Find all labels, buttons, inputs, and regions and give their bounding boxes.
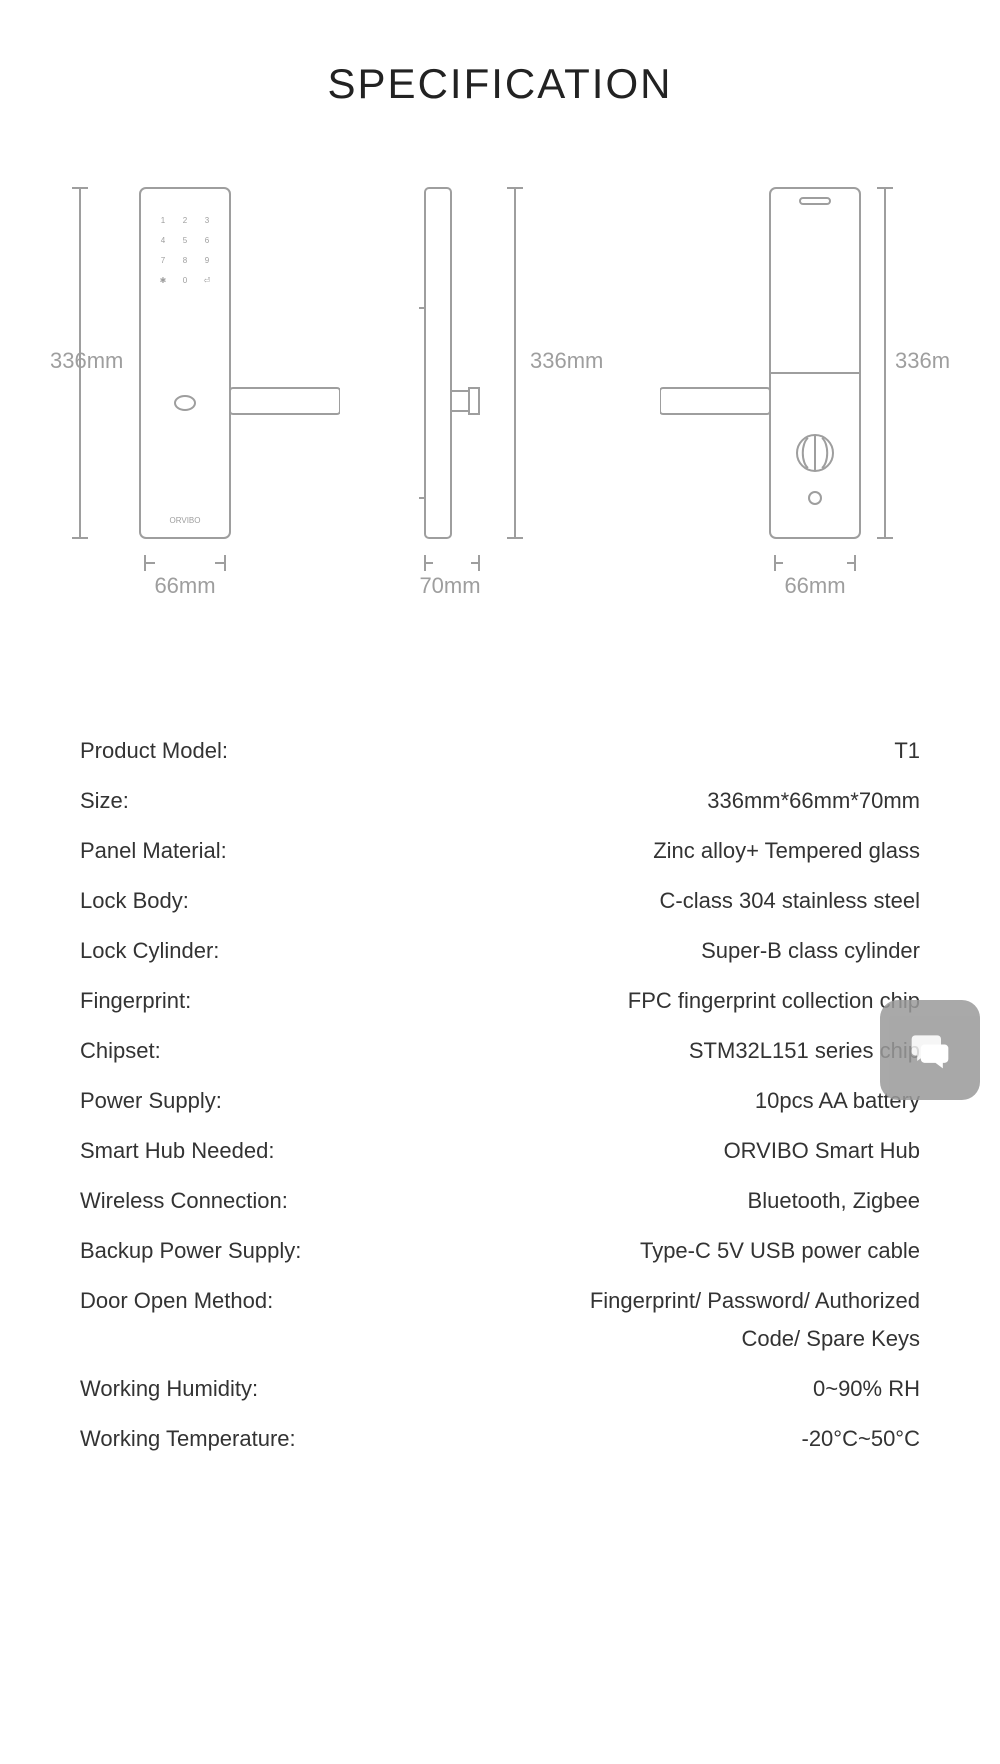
- svg-text:336mm: 336mm: [530, 348, 603, 373]
- spec-row: Working Temperature: -20°C~50°C: [80, 1426, 920, 1452]
- spec-value: -20°C~50°C: [802, 1426, 921, 1452]
- spec-value: C-class 304 stainless steel: [660, 888, 920, 914]
- svg-text:66mm: 66mm: [154, 573, 215, 598]
- spec-row: Wireless Connection: Bluetooth, Zigbee: [80, 1188, 920, 1214]
- svg-text:9: 9: [205, 256, 210, 265]
- svg-text:70mm: 70mm: [419, 573, 480, 598]
- spec-table: Product Model: T1 Size: 336mm*66mm*70mm Pane…: [40, 738, 960, 1452]
- spec-value: ORVIBO Smart Hub: [724, 1138, 920, 1164]
- svg-text:7: 7: [161, 256, 166, 265]
- svg-text:6: 6: [205, 236, 210, 245]
- spec-label: Door Open Method:: [80, 1288, 273, 1314]
- spec-row: Size: 336mm*66mm*70mm: [80, 788, 920, 814]
- spec-label: Backup Power Supply:: [80, 1238, 301, 1264]
- spec-row: Chipset:STM32L151 series chip: [80, 1038, 920, 1064]
- spec-label: Chipset:: [80, 1038, 161, 1064]
- svg-text:5: 5: [183, 236, 188, 245]
- svg-text:336mm: 336mm: [895, 348, 950, 373]
- spec-label: Working Humidity:: [80, 1376, 258, 1402]
- chat-button[interactable]: [880, 1000, 980, 1100]
- spec-value: Zinc alloy+ Tempered glass: [653, 838, 920, 864]
- spec-value: 0~90% RH: [813, 1376, 920, 1402]
- svg-text:336mm: 336mm: [50, 348, 123, 373]
- spec-value: Bluetooth, Zigbee: [748, 1188, 920, 1214]
- spec-label: Power Supply:: [80, 1088, 222, 1114]
- spec-label: Lock Body:: [80, 888, 189, 914]
- spec-row: Backup Power Supply: Type-C 5V USB power …: [80, 1238, 920, 1264]
- spec-value: 336mm*66mm*70mm: [707, 788, 920, 814]
- chat-icon: [908, 1028, 952, 1072]
- spec-label: Working Temperature:: [80, 1426, 296, 1452]
- spec-row: Door Open Method: Fingerprint/ Password/ …: [80, 1288, 920, 1314]
- diagram-side: 336mm 70mm: [395, 178, 605, 618]
- spec-row: Lock Body: C-class 304 stainless steel: [80, 888, 920, 914]
- page-title: SPECIFICATION: [40, 60, 960, 108]
- svg-text:66mm: 66mm: [784, 573, 845, 598]
- svg-text:ORVIBO: ORVIBO: [170, 516, 201, 525]
- svg-text:4: 4: [161, 236, 166, 245]
- svg-text:0: 0: [183, 276, 188, 285]
- spec-label: Wireless Connection:: [80, 1188, 288, 1214]
- svg-text:8: 8: [183, 256, 188, 265]
- spec-value: T1: [894, 738, 920, 764]
- svg-text:⏎: ⏎: [204, 276, 211, 285]
- spec-label: Smart Hub Needed:: [80, 1138, 274, 1164]
- spec-label: Size:: [80, 788, 129, 814]
- svg-text:1: 1: [161, 216, 166, 225]
- spec-value: Super-B class cylinder: [701, 938, 920, 964]
- spec-row: Fingerprint: FPC fingerprint collection c…: [80, 988, 920, 1014]
- spec-row: Smart Hub Needed: ORVIBO Smart Hub: [80, 1138, 920, 1164]
- svg-text:✱: ✱: [160, 276, 167, 285]
- spec-value: FPC fingerprint collection chip: [628, 988, 920, 1014]
- dimension-diagrams: 336mm 1 2 3 4 5 6 7 8 9 ✱ 0 ⏎ ORVIBO: [40, 178, 960, 618]
- spec-label: Panel Material:: [80, 838, 227, 864]
- spec-label: Lock Cylinder:: [80, 938, 219, 964]
- diagram-back: 336mm 66mm: [660, 178, 950, 618]
- spec-row: Panel Material: Zinc alloy+ Tempered glas…: [80, 838, 920, 864]
- spec-row: Working Humidity: 0~90% RH: [80, 1376, 920, 1402]
- spec-row: Lock Cylinder: Super-B class cylinder: [80, 938, 920, 964]
- spec-label: Product Model:: [80, 738, 228, 764]
- spec-row: Product Model: T1: [80, 738, 920, 764]
- spec-value: Type-C 5V USB power cable: [640, 1238, 920, 1264]
- spec-value: Fingerprint/ Password/ Authorized: [590, 1288, 920, 1314]
- spec-label: Fingerprint:: [80, 988, 191, 1014]
- svg-text:3: 3: [205, 216, 210, 225]
- svg-text:2: 2: [183, 216, 188, 225]
- spec-row: Power Supply:10pcs AA battery: [80, 1088, 920, 1114]
- diagram-front: 336mm 1 2 3 4 5 6 7 8 9 ✱ 0 ⏎ ORVIBO: [50, 178, 340, 618]
- spec-value: Code/ Spare Keys: [80, 1326, 920, 1352]
